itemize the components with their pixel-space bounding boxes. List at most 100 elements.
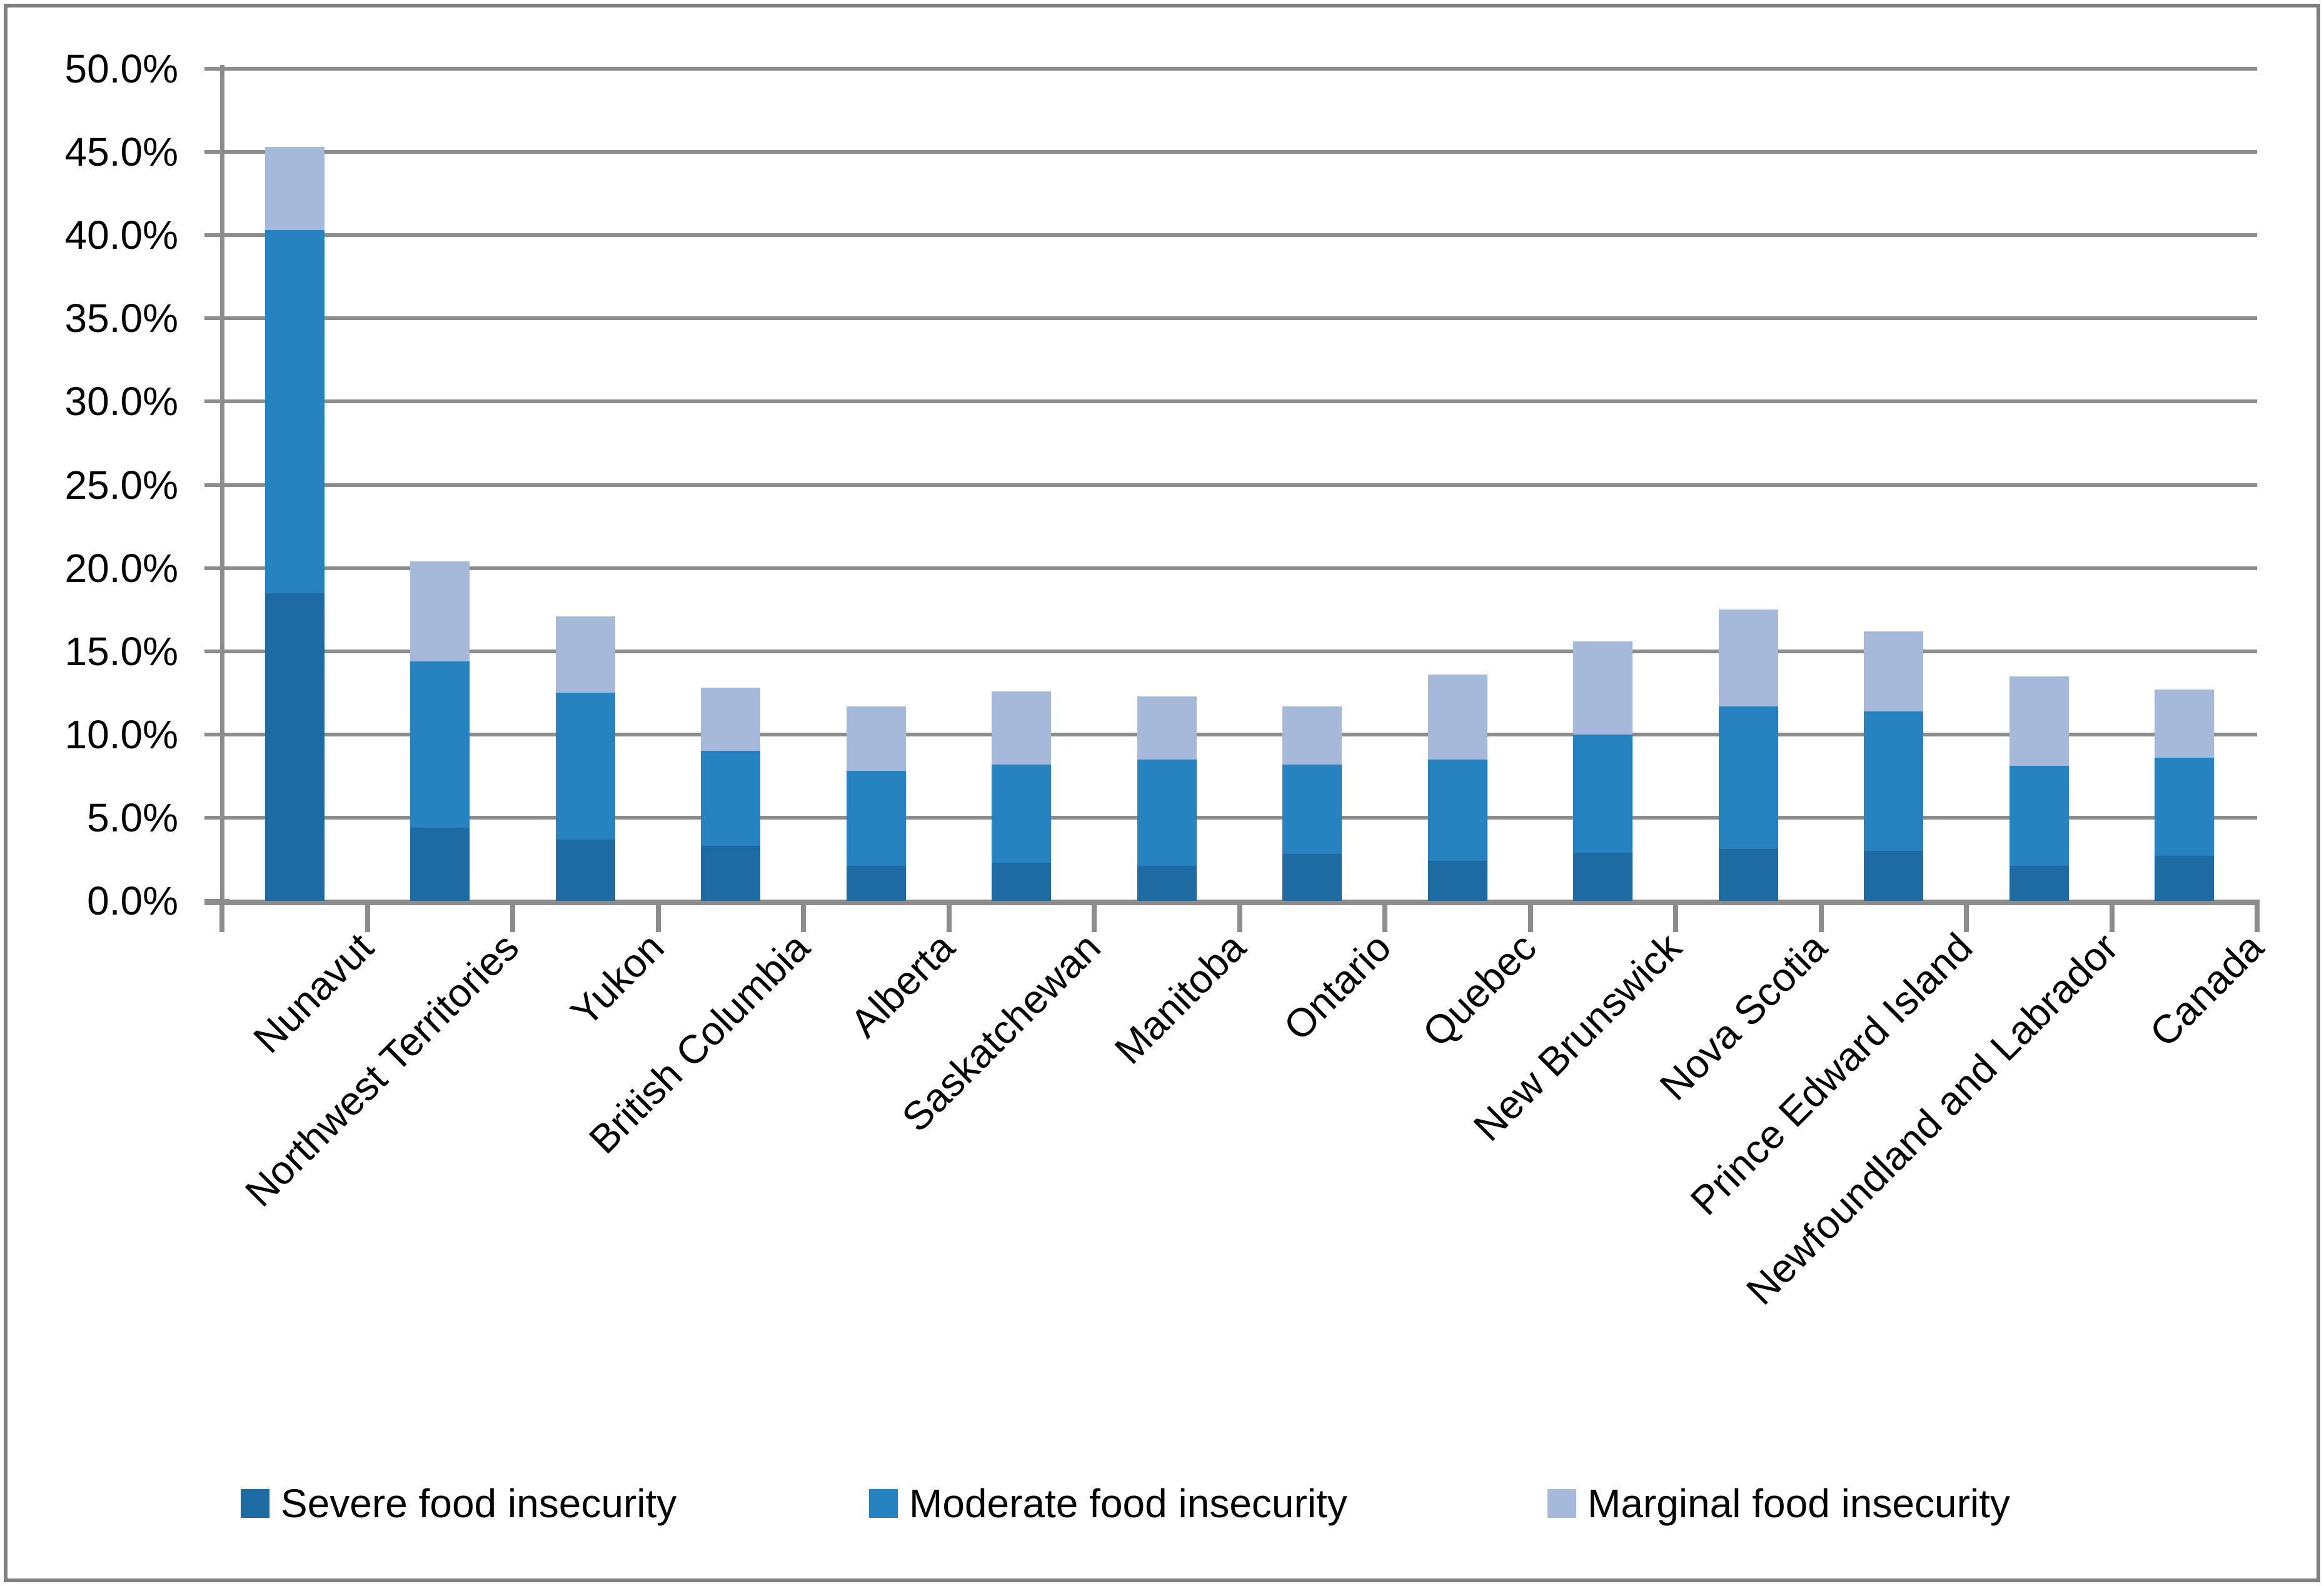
bar-segment bbox=[992, 862, 1052, 901]
bar-segment bbox=[2009, 766, 2069, 866]
bar-segment bbox=[1427, 861, 1487, 901]
y-axis-tick-label: 30.0% bbox=[64, 379, 178, 424]
x-axis-line bbox=[204, 900, 2257, 905]
x-axis-tick bbox=[655, 900, 661, 932]
bar-segment bbox=[1864, 631, 1924, 711]
y-axis-tick bbox=[204, 67, 229, 71]
gridline-20pct bbox=[222, 566, 2257, 570]
gridline-35pct bbox=[222, 316, 2257, 321]
legend-label: Marginal food insecurity bbox=[1587, 1481, 2010, 1526]
bar-segment bbox=[1282, 706, 1342, 765]
y-axis-tick bbox=[204, 566, 229, 570]
bar-segment bbox=[410, 661, 470, 828]
y-axis-tick-label: 45.0% bbox=[64, 129, 178, 175]
bar-segment bbox=[2155, 689, 2215, 758]
y-axis-tick bbox=[204, 150, 229, 154]
bar-segment bbox=[1427, 759, 1487, 861]
bar-segment bbox=[555, 616, 615, 693]
legend-label: Severe food insecurity bbox=[281, 1481, 677, 1526]
x-axis-category-label: Alberta bbox=[842, 924, 963, 1046]
x-axis-tick bbox=[219, 900, 224, 932]
y-axis-tick bbox=[204, 233, 229, 238]
bar-segment bbox=[992, 764, 1052, 863]
bar-segment bbox=[1718, 706, 1778, 850]
bar-segment bbox=[410, 827, 470, 901]
bar-segment bbox=[1427, 674, 1487, 760]
gridline-50pct bbox=[222, 67, 2257, 71]
bar-segment bbox=[846, 771, 906, 866]
bar-segment bbox=[555, 693, 615, 840]
bar-segment bbox=[1864, 711, 1924, 851]
bar-segment bbox=[410, 561, 470, 661]
bar-segment bbox=[1864, 851, 1924, 901]
gridline-30pct bbox=[222, 399, 2257, 404]
bar-segment bbox=[846, 866, 906, 901]
bar-segment bbox=[1282, 764, 1342, 855]
y-axis-tick-label: 40.0% bbox=[64, 213, 178, 258]
bar-segment bbox=[701, 688, 761, 751]
bar-segment bbox=[264, 593, 324, 901]
x-axis-tick bbox=[1237, 900, 1242, 932]
x-axis-category-label: Canada bbox=[2140, 924, 2272, 1056]
bar-segment bbox=[1573, 852, 1633, 901]
y-axis-tick bbox=[204, 732, 229, 736]
gridline-10pct bbox=[222, 732, 2257, 736]
x-axis-tick bbox=[801, 900, 806, 932]
legend-label: Moderate food insecurity bbox=[909, 1481, 1347, 1526]
legend-item: Marginal food insecurity bbox=[1547, 1480, 2010, 1527]
x-axis-tick bbox=[365, 900, 370, 932]
bar-segment bbox=[1573, 641, 1633, 735]
x-axis-tick bbox=[1673, 900, 1678, 932]
legend-swatch-moderate bbox=[869, 1489, 898, 1518]
bar-segment bbox=[1137, 866, 1197, 901]
bar-segment bbox=[555, 839, 615, 901]
x-axis-category-label: Manitoba bbox=[1105, 924, 1254, 1073]
x-axis-tick bbox=[2109, 900, 2115, 932]
bar-segment bbox=[1718, 610, 1778, 706]
x-axis-tick bbox=[1092, 900, 1097, 932]
y-axis-tick bbox=[204, 316, 229, 321]
bar-segment bbox=[1573, 734, 1633, 853]
gridline-15pct bbox=[222, 649, 2257, 653]
x-axis-category-label: Prince Edward Island bbox=[1681, 924, 1981, 1224]
y-axis-tick-label: 25.0% bbox=[64, 462, 178, 508]
legend-item: Severe food insecurity bbox=[241, 1480, 677, 1527]
bar-segment bbox=[701, 846, 761, 901]
x-axis-tick bbox=[2255, 900, 2260, 932]
bar-segment bbox=[992, 691, 1052, 765]
y-axis-tick-label: 0.0% bbox=[87, 878, 178, 923]
bar-segment bbox=[264, 230, 324, 593]
gridline-5pct bbox=[222, 815, 2257, 820]
x-axis-category-label: Ontario bbox=[1275, 924, 1400, 1050]
x-axis-tick bbox=[1382, 900, 1387, 932]
y-axis-tick bbox=[204, 399, 229, 404]
x-axis-tick bbox=[510, 900, 515, 932]
bar-segment bbox=[846, 706, 906, 771]
y-axis-tick bbox=[204, 815, 229, 820]
bar-segment bbox=[1282, 854, 1342, 901]
legend-item: Moderate food insecurity bbox=[869, 1480, 1347, 1527]
gridline-40pct bbox=[222, 233, 2257, 238]
x-axis-category-label: Nunavut bbox=[244, 924, 382, 1062]
x-axis-tick bbox=[1964, 900, 1969, 932]
bar-segment bbox=[1718, 849, 1778, 901]
y-axis-line bbox=[220, 65, 224, 918]
y-axis-tick-label: 10.0% bbox=[64, 711, 178, 757]
x-axis-category-label: Yukon bbox=[562, 924, 673, 1035]
bar-segment bbox=[1137, 759, 1197, 866]
bar-segment bbox=[701, 751, 761, 846]
x-axis-category-label: Northwest Territories bbox=[236, 924, 528, 1215]
x-axis-tick bbox=[946, 900, 952, 932]
y-axis-tick bbox=[204, 483, 229, 487]
legend-swatch-marginal bbox=[1547, 1489, 1576, 1518]
x-axis-tick bbox=[1527, 900, 1533, 932]
x-axis-category-label: Quebec bbox=[1414, 924, 1545, 1056]
bar-segment bbox=[264, 147, 324, 231]
bar-segment bbox=[2009, 676, 2069, 766]
legend-swatch-severe bbox=[241, 1489, 269, 1518]
gridline-25pct bbox=[222, 483, 2257, 487]
x-axis-tick bbox=[1818, 900, 1824, 932]
bar-segment bbox=[2155, 856, 2215, 901]
bar-segment bbox=[2155, 758, 2215, 856]
